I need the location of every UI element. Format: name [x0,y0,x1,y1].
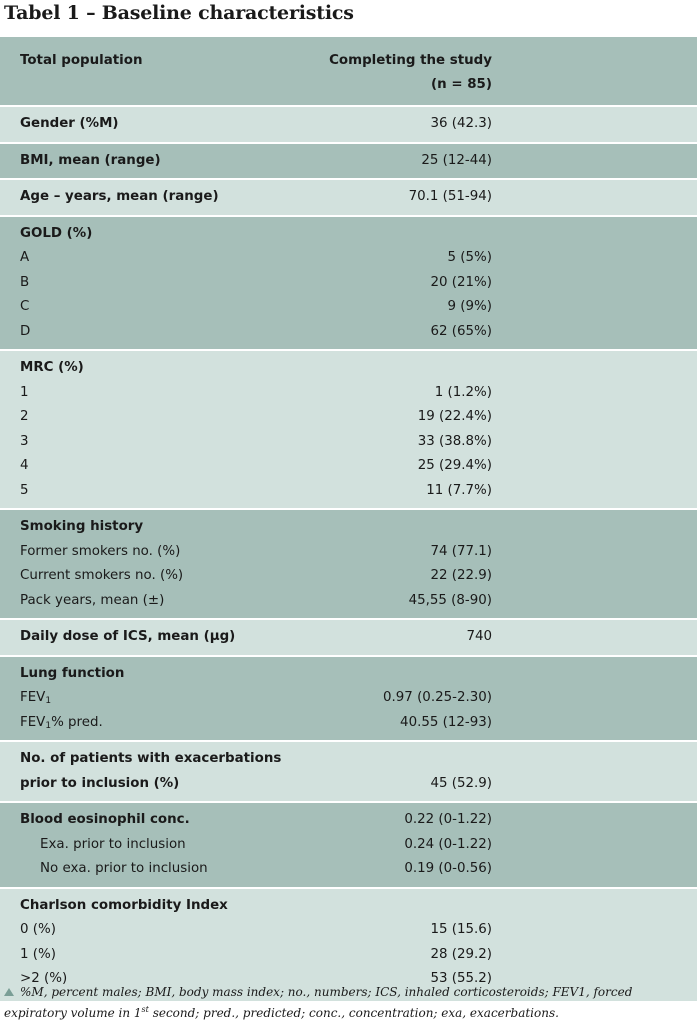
table-row: 1 1 (1.2%) [20,384,492,400]
table-row: B 20 (21%) [20,274,492,290]
lung-function-block: Lung function FEV1 0.97 (0.25-2.30) FEV1… [0,656,697,742]
table-row: No exa. prior to inclusion 0.19 (0-0.56) [40,861,492,876]
table-row: Daily dose of ICS, mean (µg) 740 [20,629,492,644]
table-footnote: %M, percent males; BMI, body mass index;… [4,985,633,1020]
table-row: A 5 (5%) [20,250,492,265]
table-row: BMI, mean (range) 25 (12-44) [20,152,492,168]
header-total-population: Total population [20,53,143,68]
table-row: Gender (%M) 36 (42.3) [20,116,492,131]
triangle-icon [4,988,14,996]
age-block: Age – years, mean (range) 70.1 (51-94) [0,180,697,217]
table-row: Smoking history [20,519,144,534]
eosinophil-block: Blood eosinophil conc. 0.22 (0-1.22) Exa… [0,803,697,889]
table-row: No. of patients with exacerbations [20,751,282,766]
table-row: 2 19 (22.4%) [20,409,492,424]
table-row: C 9 (9%) [20,299,492,314]
table-row: Current smokers no. (%) 22 (22.9) [20,568,492,583]
table-row: 3 33 (38.8%) [20,433,492,449]
table-header: Total population Completing the study (n… [0,37,697,107]
table-row: Former smokers no. (%) 74 (77.1) [20,543,492,559]
mrc-block: MRC (%) 1 1 (1.2%) 2 19 (22.4%) 3 33 (38… [0,351,697,510]
table-row: 5 11 (7.7%) [20,482,492,498]
table-row: 4 25 (29.4%) [20,458,492,473]
table-row: FEV1% pred. 40.55 (12-93) [20,714,492,731]
exacerbations-block: No. of patients with exacerbations prior… [0,742,697,803]
table-row: 0 (%) 15 (15.6) [20,922,492,937]
table-row: 1 (%) 28 (29.2) [20,946,492,962]
table-row: Exa. prior to inclusion 0.24 (0-1.22) [40,836,492,852]
header-completing-study: Completing the study (n = 85) [329,53,492,92]
table-row: Blood eosinophil conc. 0.22 (0-1.22) [20,812,492,827]
table-title: Tabel 1 – Baseline characteristics [4,2,354,24]
gold-block: GOLD (%) A 5 (5%) B 20 (21%) C 9 (9%) D … [0,216,697,351]
table-row: MRC (%) [20,360,84,375]
gender-block: Gender (%M) 36 (42.3) [0,107,697,144]
ics-block: Daily dose of ICS, mean (µg) 740 [0,620,697,657]
smoking-block: Smoking history Former smokers no. (%) 7… [0,510,697,620]
table-row: prior to inclusion (%) 45 (52.9) [20,775,492,791]
table-row: Charlson comorbidity Index [20,897,228,913]
table-row: GOLD (%) [20,225,93,241]
baseline-table: Total population Completing the study (n… [0,37,697,1001]
table-row: Pack years, mean (±) 45,55 (8-90) [20,592,492,608]
bmi-block: BMI, mean (range) 25 (12-44) [0,143,697,180]
charlson-block: Charlson comorbidity Index 0 (%) 15 (15.… [0,888,697,1001]
table-row: D 62 (65%) [20,323,492,339]
table-row: FEV1 0.97 (0.25-2.30) [20,690,492,706]
table-row: >2 (%) 53 (55.2) [20,971,492,986]
table-row: Age – years, mean (range) 70.1 (51-94) [20,189,492,204]
table-row: Lung function [20,665,125,681]
